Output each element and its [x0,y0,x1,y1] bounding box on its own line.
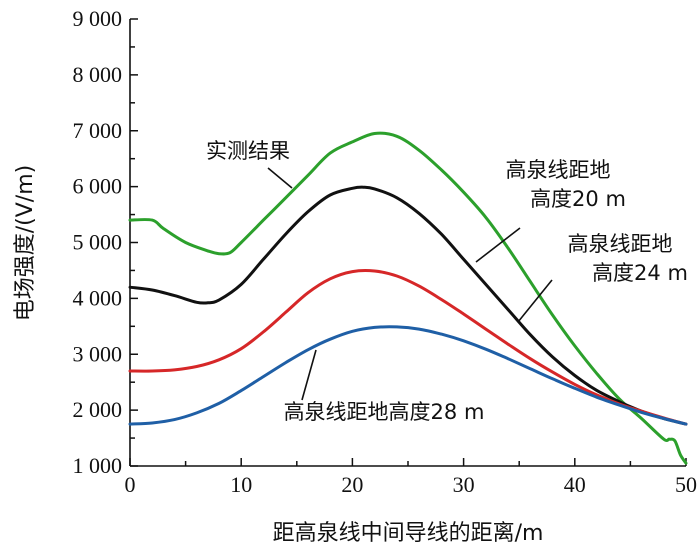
y-tick-label: 2 000 [73,397,123,422]
x-tick-label: 0 [125,472,136,497]
x-tick-label: 20 [341,472,363,497]
y-tick-label: 8 000 [73,62,123,87]
y-tick-label: 3 000 [73,341,123,366]
axes: 1 000 2 000 3 000 4 000 5 000 6 000 7 000 8 000… [73,6,698,497]
y-tick-label: 1 000 [73,453,123,478]
y-tick-label: 7 000 [73,118,123,143]
x-tick-label: 30 [453,472,475,497]
x-tick-label: 40 [564,472,586,497]
annotation-height-28m: 高泉线距地高度28 m [284,349,485,424]
annotation-text: 高泉线距地 [506,158,611,182]
annotation-leader-line [517,279,553,323]
annotation-text: 高度20 m [530,187,626,211]
annotation-text: 高泉线距地高度28 m [284,400,485,424]
y-tick-label: 4 000 [73,285,123,310]
annotation-leader-line [267,167,293,189]
series-line-height-24m [128,269,688,426]
series-group [128,131,688,465]
y-tick-label: 6 000 [73,174,123,199]
y-tick-label: 9 000 [73,6,123,31]
annotation-measured: 实测结果 [206,139,293,189]
x-axis-title: 距高泉线中间导线的距离/m [273,521,544,546]
annotation-text: 实测结果 [206,139,290,163]
annotation-text: 高泉线距地 [568,232,673,256]
annotation-text: 高度24 m [592,261,688,285]
x-tick-label: 50 [675,472,697,497]
y-tick-label: 5 000 [73,230,123,255]
y-axis-title: 电场强度/(V/m) [13,165,38,321]
series-line-height-20m [128,185,688,426]
x-tick-label: 10 [230,472,252,497]
series-line-height-28m [128,325,688,426]
annotation-leader-line [475,227,521,263]
series-line-measured [128,131,688,465]
annotation-leader-line [301,349,317,401]
